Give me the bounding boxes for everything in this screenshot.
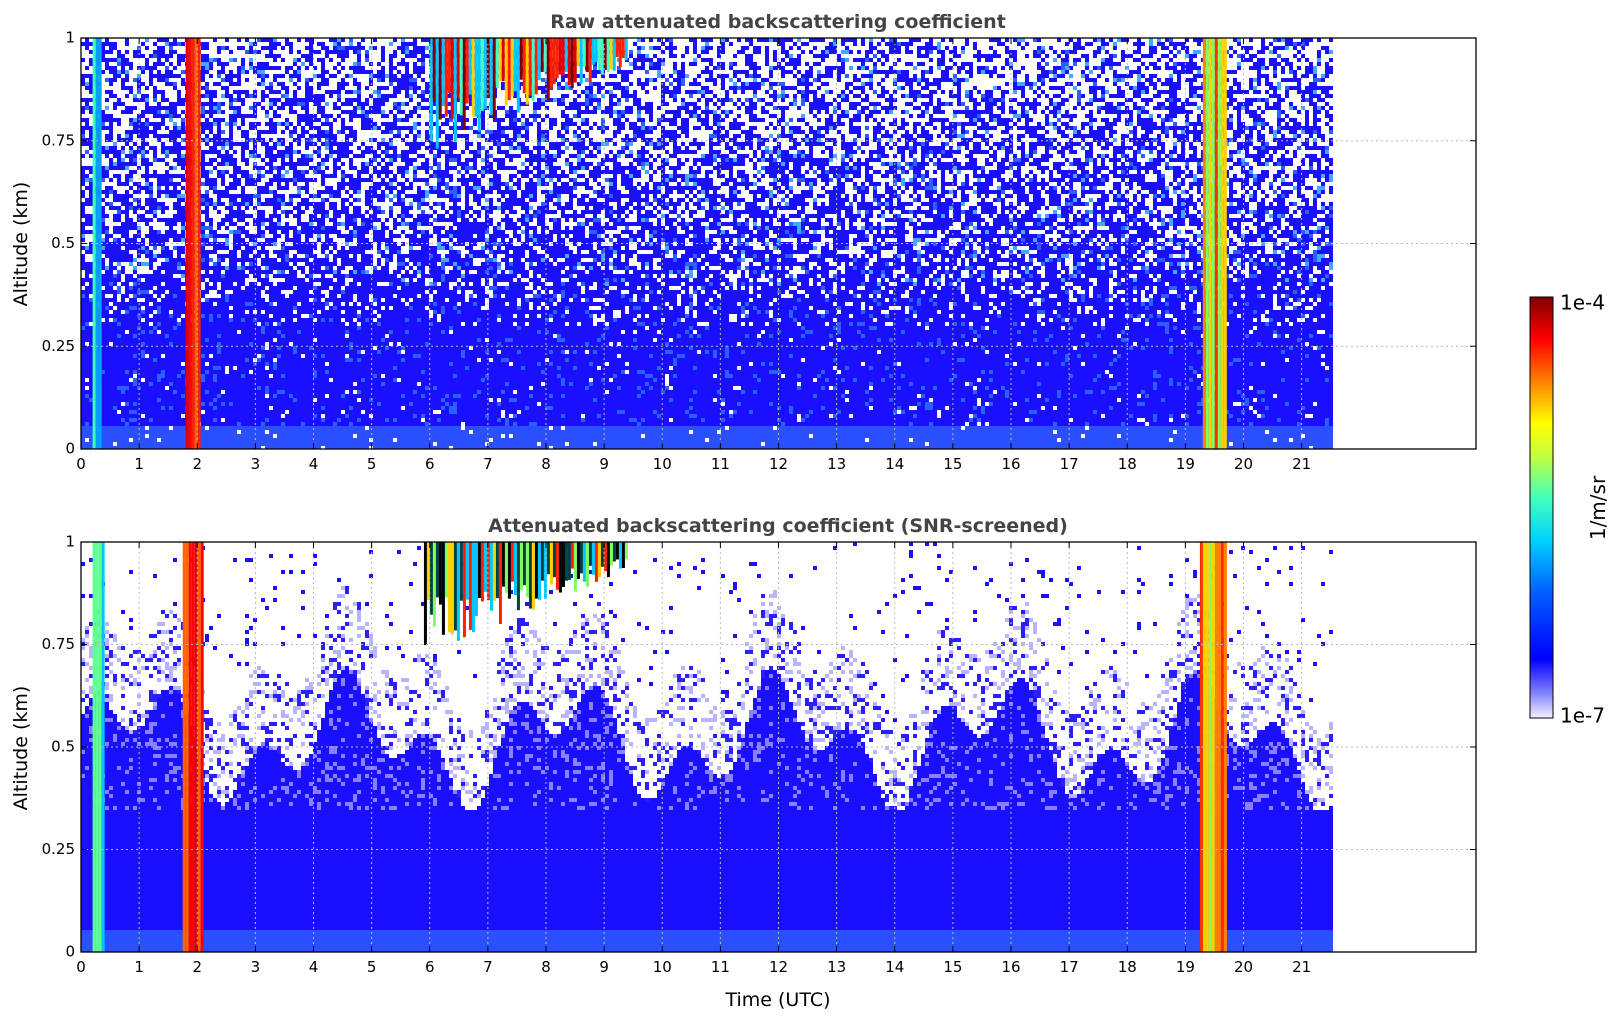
x-tick-label: 13 [827, 455, 846, 473]
y-tick-label: 0.5 [51, 234, 75, 252]
x-tick-label: 19 [1176, 958, 1195, 976]
x-tick-label: 18 [1118, 455, 1137, 473]
y-tick-label: 0.25 [42, 337, 75, 355]
colorbar-max-label: 1e-4 [1560, 291, 1605, 315]
x-tick-label: 11 [711, 455, 730, 473]
x-tick-label: 1 [134, 958, 144, 976]
x-tick-label: 20 [1234, 958, 1253, 976]
x-tick-label: 4 [309, 455, 319, 473]
screened-backscatter-panel: Attenuated backscattering coefficient (S… [10, 515, 1476, 1011]
x-tick-label: 9 [599, 958, 609, 976]
x-tick-label: 12 [769, 455, 788, 473]
raw-backscatter-panel: Raw attenuated backscattering coefficien… [10, 11, 1476, 473]
x-tick-label: 16 [1001, 455, 1020, 473]
x-tick-label: 14 [885, 958, 904, 976]
x-tick-label: 8 [541, 958, 551, 976]
colorbar-min-label: 1e-7 [1560, 704, 1605, 728]
colorbar-unit-label: 1/m/sr [1586, 475, 1610, 540]
x-tick-label: 17 [1060, 958, 1079, 976]
y-tick-label: 0.5 [51, 738, 75, 756]
screened-panel-title: Attenuated backscattering coefficient (S… [488, 515, 1068, 537]
x-tick-label: 2 [192, 958, 202, 976]
x-tick-label: 15 [943, 958, 962, 976]
y-tick-label: 0 [65, 440, 75, 458]
x-tick-label: 21 [1292, 958, 1311, 976]
x-tick-label: 2 [192, 455, 202, 473]
x-tick-label: 10 [653, 958, 672, 976]
x-tick-label: 19 [1176, 455, 1195, 473]
raw-y-axis-label: Altitude (km) [10, 182, 32, 307]
screened-y-axis-label: Altitude (km) [10, 686, 32, 811]
x-tick-label: 21 [1292, 455, 1311, 473]
raw-panel-title: Raw attenuated backscattering coefficien… [550, 11, 1006, 33]
colorbar: 1e-4 1e-7 1/m/sr [1530, 291, 1610, 728]
x-tick-label: 10 [653, 455, 672, 473]
x-tick-label: 6 [425, 958, 435, 976]
colorbar-gradient [1530, 297, 1553, 718]
x-tick-label: 11 [711, 958, 730, 976]
x-tick-label: 0 [76, 958, 86, 976]
y-tick-label: 1 [65, 533, 75, 551]
x-tick-label: 14 [885, 455, 904, 473]
x-tick-label: 17 [1060, 455, 1079, 473]
x-tick-label: 13 [827, 958, 846, 976]
x-tick-label: 7 [483, 455, 493, 473]
x-tick-label: 18 [1118, 958, 1137, 976]
x-tick-label: 7 [483, 958, 493, 976]
y-tick-label: 0.25 [42, 840, 75, 858]
x-tick-label: 0 [76, 455, 86, 473]
x-tick-label: 9 [599, 455, 609, 473]
y-tick-label: 1 [65, 29, 75, 47]
x-tick-label: 1 [134, 455, 144, 473]
x-tick-label: 3 [251, 958, 261, 976]
x-tick-label: 12 [769, 958, 788, 976]
x-tick-label: 4 [309, 958, 319, 976]
x-tick-label: 5 [367, 455, 377, 473]
x-tick-label: 5 [367, 958, 377, 976]
y-tick-label: 0.75 [42, 635, 75, 653]
x-tick-label: 20 [1234, 455, 1253, 473]
x-axis-label: Time (UTC) [724, 989, 830, 1011]
x-tick-label: 8 [541, 455, 551, 473]
y-tick-label: 0 [65, 943, 75, 961]
x-tick-label: 15 [943, 455, 962, 473]
screened-heatmap [81, 542, 1333, 954]
x-tick-label: 6 [425, 455, 435, 473]
y-tick-label: 0.75 [42, 131, 75, 149]
x-tick-label: 16 [1001, 958, 1020, 976]
x-tick-label: 3 [251, 455, 261, 473]
